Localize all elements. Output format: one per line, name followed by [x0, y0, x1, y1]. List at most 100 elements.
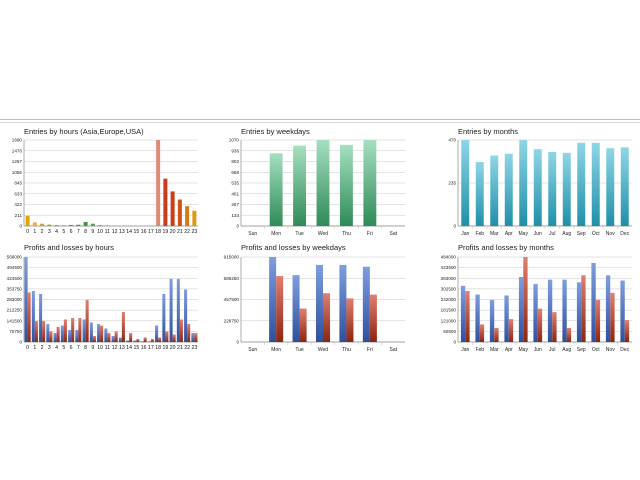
entries-months-category-label: Oct [592, 231, 600, 237]
entries-months-category-label: Aug [562, 231, 571, 237]
entries-months-bar [490, 155, 499, 226]
entries-weekdays-bar [293, 145, 307, 226]
entries-hours-category-label: 18 [155, 229, 161, 235]
entries-hours-title: Entries by hours (Asia,Europe,USA) [24, 127, 144, 136]
pl-hours-profit-bar [176, 278, 180, 342]
pl-hours-profit-bar [24, 257, 28, 342]
pl-weekdays-ytick-label: 457500 [224, 297, 240, 302]
pl-hours-loss-bar [78, 317, 82, 342]
pl-hours-category-label: 0 [26, 345, 29, 351]
pl-hours-category-label: 17 [148, 345, 154, 351]
entries-months-category-label: Sep [577, 231, 586, 237]
entries-months-category-label: May [519, 231, 529, 237]
pl-weekdays-ytick-label: 228750 [224, 318, 240, 323]
pl-weekdays-category-label: Wed [318, 347, 328, 353]
entries-hours-bar [69, 224, 74, 226]
pl-hours-ytick-label: 0 [19, 340, 22, 345]
pl-months-loss-bar [552, 312, 557, 342]
pl-hours-title: Profits and losses by hours [24, 243, 114, 252]
pl-hours-ytick-label: 283000 [7, 297, 23, 302]
entries-months-bar [591, 142, 600, 226]
pl-months-category-label: Mar [490, 347, 499, 353]
pl-hours-loss-bar [27, 292, 31, 342]
pl-weekdays-category-label: Mon [271, 347, 281, 353]
pl-hours-loss-bar [92, 335, 96, 342]
pl-weekdays-profit-bar [269, 257, 277, 342]
pl-hours-profit-bar [68, 329, 72, 342]
pl-months-profit-bar [460, 285, 466, 342]
pl-hours-category-label: 6 [70, 345, 73, 351]
pl-months-ytick-label: 121000 [441, 318, 457, 323]
pl-months-ytick-label: 181500 [441, 308, 457, 313]
entries-hours-bar [61, 225, 66, 226]
pl-weekdays-loss-bar [299, 308, 307, 342]
entries-hours-category-label: 16 [141, 229, 147, 235]
pl-months-category-label: Oct [592, 347, 600, 353]
entries-hours-bar [185, 206, 190, 226]
pl-hours-loss-bar [71, 317, 75, 342]
pl-months-category-label: Aug [562, 347, 571, 353]
pl-hours-profit-bar [104, 328, 108, 342]
entries-hours-bar [47, 224, 52, 226]
entries-weekdays-category-label: Mon [271, 231, 281, 237]
pl-hours-profit-bar [133, 340, 137, 342]
entries-months-bar [533, 149, 542, 226]
entries-weekdays-category-label: Fri [367, 231, 373, 237]
pl-months-category-label: Nov [606, 347, 615, 353]
pl-months-ytick-label: 363000 [441, 276, 457, 281]
entries-hours-bar [105, 225, 110, 226]
entries-hours-category-label: 21 [177, 229, 183, 235]
entries-months-ytick-label: 470 [448, 138, 456, 143]
pl-hours-loss-bar [150, 338, 154, 342]
pl-hours-category-label: 21 [177, 345, 183, 351]
entries-hours-ytick-label: 633 [14, 191, 22, 196]
pl-weekdays-profit-bar [292, 275, 300, 342]
entries-hours-bar [112, 225, 117, 226]
pl-hours-category-label: 18 [155, 345, 161, 351]
entries-hours-bar [192, 210, 197, 226]
pl-hours-loss-bar [143, 337, 147, 342]
pl-hours-profit-bar [82, 319, 86, 342]
pl-weekdays-ytick-label: 686250 [224, 276, 240, 281]
entries-months-bar [475, 161, 484, 226]
pl-weekdays-ytick-label: 0 [236, 340, 239, 345]
pl-months-loss-bar [537, 308, 543, 342]
entries-hours-ytick-label: 422 [14, 202, 22, 207]
pl-weekdays-loss-bar [276, 276, 284, 342]
pl-hours-category-label: 1 [33, 345, 36, 351]
pl-months-profit-bar [547, 279, 553, 342]
entries-weekdays-title: Entries by weekdays [241, 127, 310, 136]
entries-hours-bar [98, 225, 103, 226]
pl-hours-category-label: 10 [97, 345, 103, 351]
entries-weekdays-bar [316, 140, 330, 226]
pl-months-profit-bar [533, 284, 538, 342]
entries-weekdays-ytick-label: 936 [231, 148, 239, 153]
pl-hours-loss-bar [114, 331, 118, 342]
pl-weekdays-category-label: Sat [390, 347, 398, 353]
entries-hours-ytick-label: 211 [15, 213, 23, 218]
pl-months-profit-bar [504, 295, 509, 342]
pl-hours-profit-bar [53, 332, 57, 342]
pl-hours-category-label: 3 [48, 345, 51, 351]
entries-months-category-label: Jul [549, 231, 555, 237]
pl-months-ytick-label: 242000 [441, 297, 457, 302]
entries-months-category-label: Nov [606, 231, 615, 237]
entries-hours-category-label: 7 [77, 229, 80, 235]
entries-hours-category-label: 15 [133, 229, 139, 235]
pl-months-profit-bar [518, 277, 524, 342]
entries-hours-category-label: 10 [97, 229, 103, 235]
pl-months-profit-bar [620, 280, 625, 342]
pl-months-loss-bar [610, 292, 615, 342]
pl-hours-category-label: 5 [62, 345, 65, 351]
entries-months-title: Entries by months [458, 127, 518, 136]
entries-hours-ytick-label: 1478 [12, 148, 23, 153]
pl-months-profit-bar [489, 299, 495, 342]
entries-months-bar [562, 152, 571, 226]
entries-hours-category-label: 22 [184, 229, 190, 235]
entries-hours-bar [76, 224, 81, 226]
entries-hours-category-label: 2 [41, 229, 44, 235]
entries-hours-category-label: 9 [91, 229, 94, 235]
entries-weekdays-ytick-label: 535 [231, 181, 239, 186]
pl-hours-ytick-label: 70750 [9, 329, 22, 334]
